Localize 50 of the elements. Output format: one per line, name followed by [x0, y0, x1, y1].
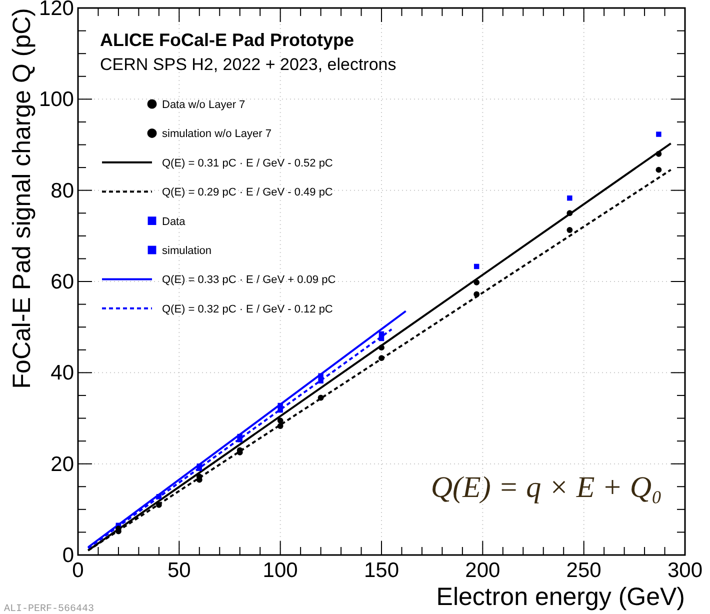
point	[566, 227, 573, 233]
point	[278, 407, 283, 413]
legend-label: Q(E) = 0.29 pC · E / GeV - 0.49 pC	[162, 186, 333, 199]
point	[474, 264, 480, 270]
point	[474, 291, 480, 298]
point	[567, 195, 572, 201]
point	[277, 418, 284, 424]
text: ALICE FoCal-E Pad Prototype	[100, 30, 354, 50]
point	[156, 494, 162, 500]
y-tick-label: 120	[38, 0, 74, 20]
text: CERN SPS H2, 2022 + 2023, electrons	[100, 55, 396, 74]
legend-label: Data	[162, 216, 186, 228]
legend-label: simulation	[162, 245, 212, 257]
legend-label: Data w/o Layer 7	[162, 99, 246, 111]
point	[566, 210, 573, 216]
y-axis-title: FoCal-E Pad signal charge Q (pC)	[8, 8, 36, 389]
point	[656, 132, 662, 137]
point	[656, 166, 662, 173]
point	[378, 331, 384, 337]
y-tick-label: 40	[50, 362, 74, 385]
x-tick-label: 300	[667, 559, 703, 582]
point	[196, 463, 202, 469]
annotation: Q(E) = q × E + Q₀	[430, 471, 662, 504]
x-tick-label: 200	[465, 559, 500, 582]
legend-label: Q(E) = 0.32 pC · E / GeV - 0.12 pC	[162, 303, 333, 316]
point	[156, 502, 162, 508]
x-tick-label: 100	[262, 559, 298, 582]
point	[378, 344, 384, 351]
x-tick-label: 250	[566, 559, 602, 582]
x-tick-label: 50	[167, 559, 191, 582]
y-tick-label: 60	[50, 270, 74, 294]
point	[378, 355, 384, 362]
point	[237, 434, 242, 440]
point	[318, 378, 324, 384]
legend-label: Q(E) = 0.33 pC · E / GeV + 0.09 pC	[162, 274, 336, 286]
legend-label: Q(E) = 0.31 pC · E / GeV - 0.52 pC	[162, 157, 333, 170]
point	[277, 423, 284, 429]
y-tick-label: 80	[50, 179, 74, 202]
point	[318, 394, 324, 401]
y-tick-label: 0	[62, 544, 74, 567]
x-tick-label: 150	[364, 559, 400, 582]
x-axis-title: Electron energy (GeV)	[436, 583, 685, 611]
y-tick-label: 100	[38, 88, 74, 112]
legend-label: simulation w/o Layer 7	[162, 128, 272, 140]
text: ALI-PERF-566443	[4, 604, 94, 614]
point	[278, 402, 283, 408]
point	[474, 279, 480, 286]
y-tick-label: 20	[50, 452, 74, 476]
point	[656, 150, 662, 157]
point	[318, 373, 324, 378]
